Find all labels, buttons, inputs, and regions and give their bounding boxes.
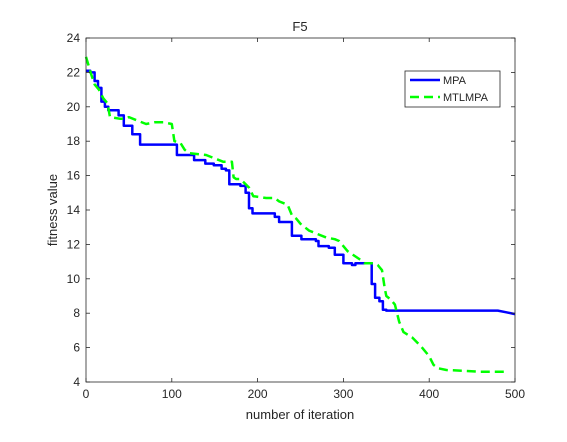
- y-tick-label: 6: [73, 341, 80, 355]
- ticks-layer: 0 100 200 300 400 500 4 6 8 10 12 14 16 18 20 22 24: [67, 31, 526, 401]
- y-tick-label: 16: [67, 169, 81, 183]
- y-tick-label: 18: [67, 134, 81, 148]
- x-tick-label: 100: [162, 387, 182, 401]
- y-tick-label: 10: [67, 272, 81, 286]
- y-tick-label: 4: [73, 375, 80, 389]
- y-tick-label: 14: [67, 203, 81, 217]
- x-tick-label: 300: [333, 387, 353, 401]
- series-layer: [84, 56, 516, 373]
- y-axis-label: fitness value: [45, 174, 60, 246]
- x-tick-label: 400: [419, 387, 439, 401]
- y-tick-label: 12: [67, 237, 81, 251]
- legend-box: [404, 70, 501, 108]
- y-tick-label: 20: [67, 100, 81, 114]
- legend: MPA MTLMPA: [404, 70, 501, 108]
- legend-label-mtlmpa: MTLMPA: [443, 92, 489, 104]
- x-tick-label: 200: [248, 387, 268, 401]
- x-axis-label: number of iteration: [246, 407, 354, 422]
- chart-title: F5: [292, 19, 307, 34]
- y-tick-label: 24: [67, 31, 81, 45]
- series-line-mtlmpa: [84, 56, 507, 373]
- legend-label-mpa: MPA: [443, 75, 467, 87]
- y-tick-label: 8: [73, 306, 80, 320]
- x-tick-label: 500: [505, 387, 525, 401]
- y-tick-label: 22: [67, 65, 81, 79]
- x-tick-label: 0: [83, 387, 90, 401]
